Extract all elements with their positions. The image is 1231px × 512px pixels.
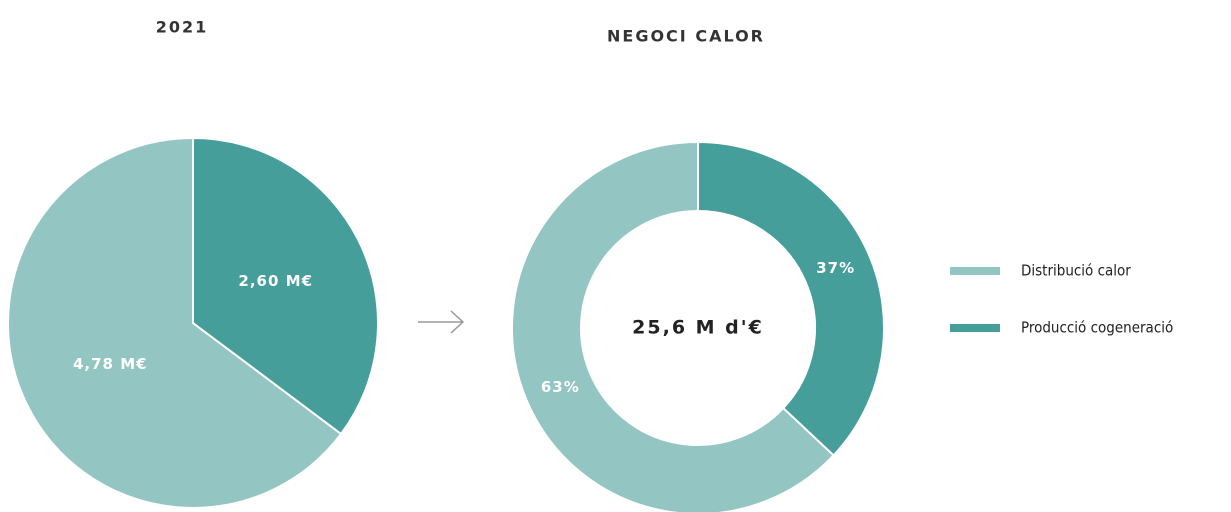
chart-title: NEGOCI CALOR bbox=[607, 27, 765, 46]
slice bbox=[7, 136, 343, 509]
slice bbox=[697, 140, 885, 457]
legend-swatch bbox=[950, 267, 1000, 275]
slice bbox=[511, 140, 836, 512]
center-label: 25,6 M d'€ bbox=[632, 317, 764, 339]
slice-label: 63% bbox=[541, 378, 580, 396]
legend-label: Distribució calor bbox=[1021, 262, 1131, 280]
slice-label: 4,78 M€ bbox=[73, 355, 148, 373]
legend-label: Producció cogeneració bbox=[1021, 319, 1173, 337]
slice-label: 37% bbox=[816, 259, 855, 277]
chart-title: 2021 bbox=[156, 18, 209, 37]
legend-swatch bbox=[950, 324, 1000, 332]
slice-label: 2,60 M€ bbox=[238, 272, 313, 290]
arrow bbox=[418, 310, 465, 334]
slice bbox=[192, 136, 379, 436]
